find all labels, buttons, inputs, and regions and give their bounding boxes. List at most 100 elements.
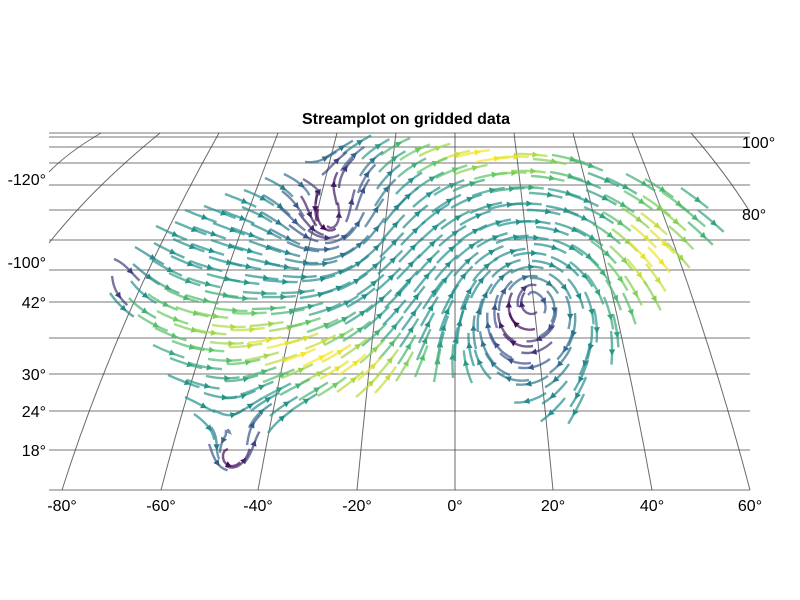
arrowhead-icon	[341, 165, 348, 173]
arrowhead-icon	[245, 263, 252, 270]
arrowhead-icon	[471, 165, 479, 172]
streamline	[494, 155, 529, 160]
streamline	[455, 310, 465, 345]
streamline	[184, 395, 216, 414]
arrowhead-icon	[248, 421, 255, 429]
arrowhead-icon	[354, 261, 362, 268]
streamline	[531, 259, 564, 274]
streamline	[381, 214, 406, 241]
streamline	[245, 351, 280, 362]
streamline	[606, 176, 638, 195]
arrowhead-icon	[572, 409, 579, 416]
arrowhead-icon	[587, 162, 595, 169]
streamline	[337, 272, 369, 292]
streamline	[602, 296, 615, 330]
streamline	[320, 264, 354, 279]
arrowhead-icon	[265, 337, 273, 344]
arrowhead-icon	[454, 151, 462, 158]
arrowhead-icon	[307, 303, 315, 310]
arrowhead-icon	[358, 310, 366, 317]
arrowhead-icon	[474, 149, 481, 156]
arrowhead-icon	[359, 187, 366, 194]
streamline	[362, 217, 386, 245]
streamline	[400, 220, 426, 246]
streamline	[621, 206, 650, 230]
arrowhead-icon	[319, 223, 327, 231]
arrowhead-icon	[367, 380, 374, 387]
arrowhead-icon	[282, 278, 289, 285]
arrowhead-icon	[528, 184, 535, 191]
arrowhead-icon	[336, 349, 344, 356]
arrowhead-icon	[470, 324, 477, 331]
arrowhead-icon	[460, 303, 467, 311]
arrowhead-icon	[448, 246, 455, 253]
arrowhead-icon	[206, 364, 213, 371]
streamline	[457, 224, 488, 243]
streamline	[495, 234, 529, 245]
arrowhead-icon	[653, 221, 661, 229]
arrowhead-icon	[221, 436, 227, 444]
arrowhead-icon	[251, 310, 258, 317]
arrowhead-icon	[206, 263, 214, 271]
streamline	[242, 290, 277, 295]
streamline	[440, 210, 471, 230]
streamline	[339, 145, 366, 172]
streamline	[564, 209, 597, 226]
streamline	[376, 163, 401, 190]
streamline	[225, 448, 251, 469]
arrowhead-icon	[532, 151, 539, 158]
arrowhead-icon	[583, 196, 591, 203]
arrowhead-icon	[616, 219, 624, 226]
arrowhead-icon	[471, 228, 479, 235]
streamline	[337, 157, 355, 189]
streamline	[154, 326, 187, 342]
arrowhead-icon	[521, 274, 529, 282]
arrowhead-icon	[302, 335, 310, 342]
arrowhead-icon	[423, 273, 430, 280]
streamline	[659, 208, 687, 232]
arrowhead-icon	[459, 273, 467, 280]
streamline	[318, 281, 352, 296]
streamline	[285, 332, 319, 346]
streamline	[172, 237, 205, 253]
streamline	[570, 158, 604, 172]
arrowhead-icon	[505, 376, 512, 383]
streamline	[462, 350, 474, 384]
arrowhead-icon	[335, 211, 343, 218]
streamline	[308, 302, 342, 317]
streamline	[644, 177, 674, 199]
arrowhead-icon	[305, 319, 312, 326]
arrowhead-icon	[246, 403, 254, 410]
streamline	[514, 152, 548, 158]
streamline	[511, 169, 546, 174]
streamline	[153, 241, 185, 259]
streamline	[250, 391, 280, 412]
arrowhead-icon	[302, 398, 310, 405]
arrowhead-icon	[494, 341, 501, 349]
streamline	[244, 431, 261, 463]
streamline	[192, 327, 227, 336]
meridian-line	[631, 132, 751, 491]
arrowhead-icon	[427, 304, 434, 312]
arrowhead-icon	[540, 297, 546, 305]
streamline	[174, 220, 207, 236]
streamline	[508, 312, 536, 331]
streamline	[269, 227, 301, 246]
streamline	[440, 283, 460, 315]
arrowhead-icon	[426, 256, 433, 264]
streamline	[527, 208, 561, 216]
streamline	[222, 209, 255, 225]
arrowhead-icon	[208, 247, 216, 254]
arrowhead-icon	[581, 272, 588, 280]
streamline	[221, 447, 241, 468]
streamline	[187, 276, 221, 289]
streamline	[399, 317, 420, 348]
arrowhead-icon	[259, 194, 267, 201]
streamlines	[109, 134, 725, 472]
arrowhead-icon	[603, 176, 611, 183]
streamline	[499, 352, 532, 365]
streamline	[194, 310, 229, 319]
streamline	[609, 330, 614, 365]
arrowhead-icon	[394, 141, 402, 148]
streamline	[434, 254, 459, 281]
